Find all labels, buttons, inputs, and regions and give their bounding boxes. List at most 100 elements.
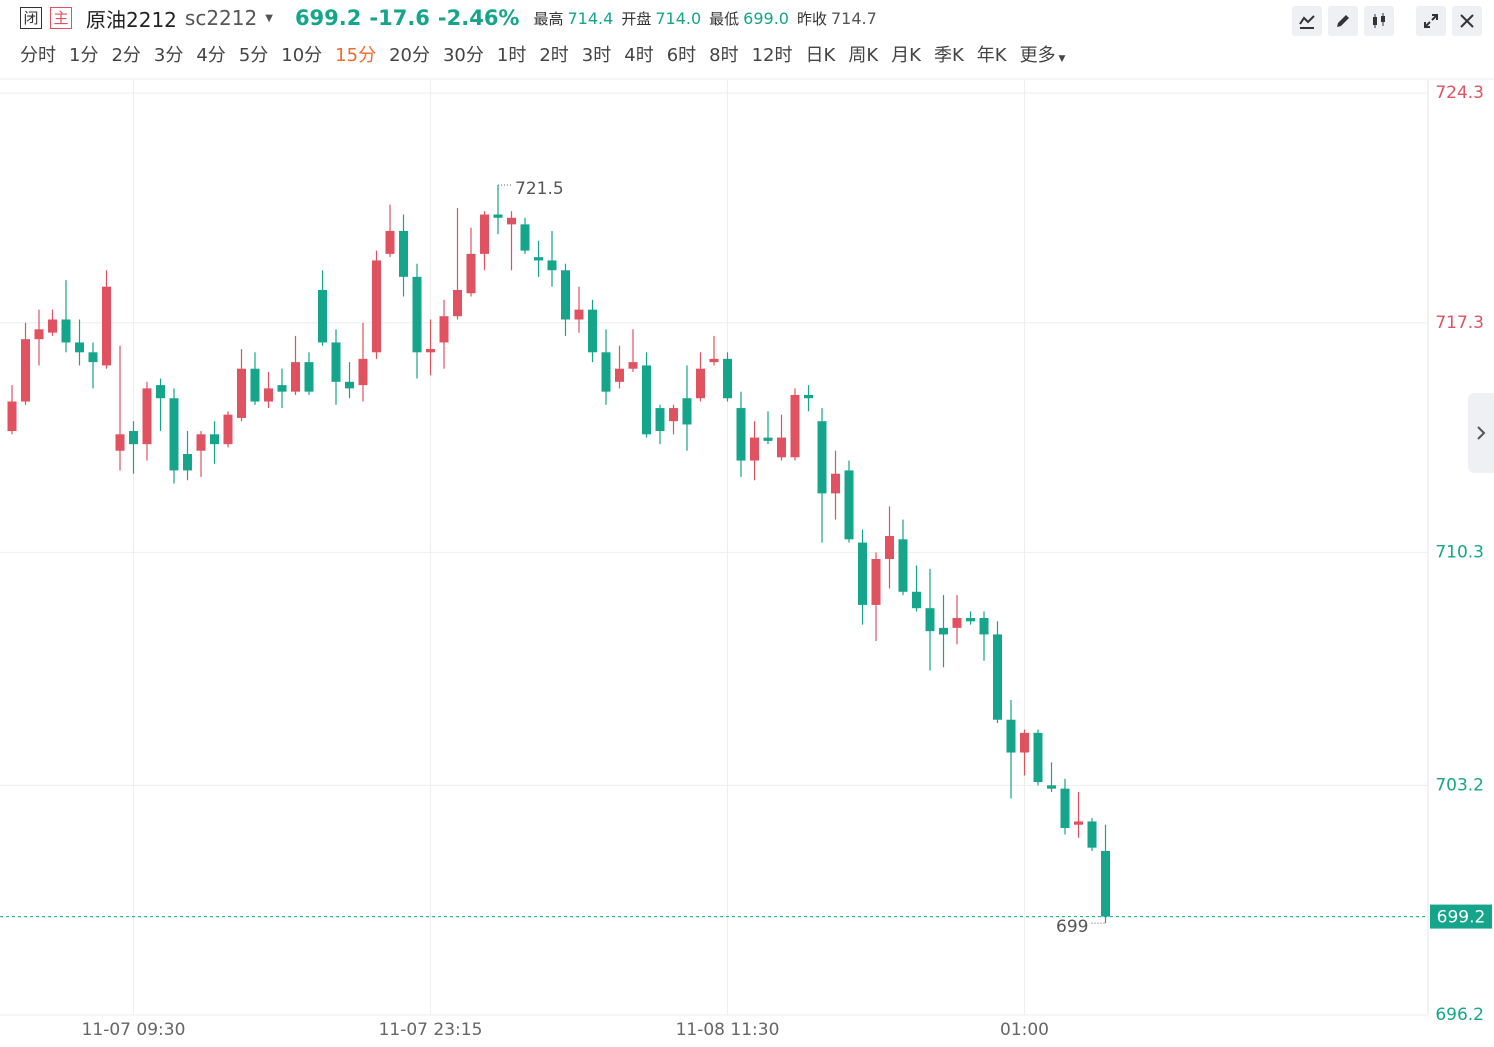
indicator-button[interactable] (1292, 6, 1322, 36)
stat-value: 714.0 (655, 8, 702, 28)
period-tab[interactable]: 月K (891, 45, 921, 66)
fullscreen-button[interactable] (1416, 6, 1446, 36)
candle-body (1074, 821, 1083, 825)
period-tab[interactable]: 更多 ▼ (1019, 45, 1066, 66)
side-panel-toggle[interactable] (1468, 393, 1494, 473)
candle-body (1033, 732, 1043, 783)
period-tab[interactable]: 季K (933, 45, 964, 66)
change-pct: -2.46% (437, 6, 520, 30)
low-label: 699 (1056, 917, 1088, 937)
change: -17.6 (369, 6, 430, 30)
candle-body (777, 437, 786, 458)
header: 闭 主 原油2212 sc2212 ▼ 699.2 -17.6 -2.46% 最高… (20, 4, 881, 32)
last-price-label: 699.2 (1437, 908, 1486, 928)
candle-body (615, 368, 624, 382)
period-tab[interactable]: 1分 (69, 45, 99, 66)
status-badge: 闭 (20, 7, 42, 29)
period-tab[interactable]: 日K (805, 45, 836, 66)
stat-value: 714.4 (567, 8, 614, 28)
period-tab[interactable]: 30分 (442, 45, 484, 66)
candle-body (48, 319, 57, 333)
main-badge[interactable]: 主 (50, 7, 72, 29)
period-tab[interactable]: 4分 (196, 45, 226, 66)
candle-body (831, 473, 840, 494)
chart-type-button[interactable] (1364, 6, 1394, 36)
period-tab[interactable]: 1时 (496, 45, 527, 66)
period-tab[interactable]: 2时 (539, 45, 569, 66)
period-tab[interactable]: 8时 (709, 45, 739, 66)
period-tab[interactable]: 5分 (238, 45, 269, 66)
candle-body (871, 558, 881, 605)
candle-body (385, 230, 395, 254)
candle-body (1020, 732, 1029, 753)
candle-body (709, 358, 719, 363)
candle-body (682, 398, 692, 425)
y-tick-label: 703.2 (1435, 775, 1484, 795)
x-tick-label: 11-07 23:15 (379, 1020, 483, 1040)
candle-body (129, 431, 138, 445)
period-tab[interactable]: 3分 (153, 45, 184, 66)
period-tab[interactable]: 4时 (624, 45, 654, 66)
candle-body (291, 362, 300, 392)
contract-name: 原油2212 (86, 7, 177, 32)
candle-body (588, 309, 597, 353)
icon (1477, 426, 1486, 440)
stat-value: 699.0 (743, 8, 789, 28)
stat-label: 昨收 (796, 9, 827, 28)
close-button[interactable] (1452, 6, 1482, 36)
period-tab[interactable]: 分时 (20, 45, 56, 66)
candle-body (358, 358, 368, 386)
candle-body (223, 414, 233, 445)
candle-body (196, 434, 206, 451)
y-tick-label: 696.2 (1435, 1005, 1484, 1025)
icon (1337, 15, 1349, 27)
y-tick-label: 724.3 (1435, 83, 1484, 103)
candle-body (885, 536, 894, 559)
period-tab[interactable]: 年K (976, 45, 1007, 66)
period-tab[interactable]: 2分 (111, 45, 141, 66)
period-tab[interactable]: 10分 (281, 45, 323, 66)
high-label: 721.5 (515, 179, 564, 199)
candle-body (763, 437, 773, 441)
last-price: 699.2 (294, 6, 362, 30)
period-tab[interactable]: 3时 (581, 45, 612, 66)
candle-body (736, 408, 746, 461)
period-tab[interactable]: 15分 (335, 45, 377, 66)
candle-body (318, 289, 327, 343)
candle-body (169, 398, 179, 471)
icon (1460, 14, 1474, 28)
candle-body (574, 309, 584, 320)
candle-body (331, 342, 341, 382)
icon (1424, 14, 1438, 28)
candle-body (1060, 788, 1070, 828)
period-tab[interactable]: 20分 (389, 45, 430, 66)
stat-label: 开盘 (621, 9, 652, 28)
candle-body (723, 358, 732, 399)
candle-body (1087, 821, 1097, 848)
candle-body (1006, 719, 1016, 753)
candle-body (534, 257, 543, 261)
contract-code[interactable]: sc2212 (184, 6, 258, 30)
candle-body (966, 618, 975, 622)
candle-body (412, 276, 422, 353)
candle-body (601, 352, 611, 392)
candle-body (655, 408, 665, 432)
candle-body (493, 214, 503, 218)
candle-body (561, 270, 570, 320)
y-tick-label: 717.3 (1435, 313, 1484, 333)
period-tab[interactable]: 12时 (751, 45, 793, 66)
draw-button[interactable] (1328, 6, 1358, 36)
candle-body (102, 286, 111, 366)
candle-body (304, 362, 314, 392)
candle-body (817, 421, 827, 494)
dropdown-caret[interactable]: ▼ (265, 12, 273, 24)
x-tick-label: 01:00 (1000, 1020, 1049, 1040)
candle-body (696, 368, 705, 399)
period-tab[interactable]: 6时 (666, 45, 697, 66)
candle-body (466, 253, 476, 294)
y-tick-label: 710.3 (1435, 542, 1484, 562)
candle-body (21, 339, 30, 402)
period-tab[interactable]: 周K (848, 45, 879, 66)
